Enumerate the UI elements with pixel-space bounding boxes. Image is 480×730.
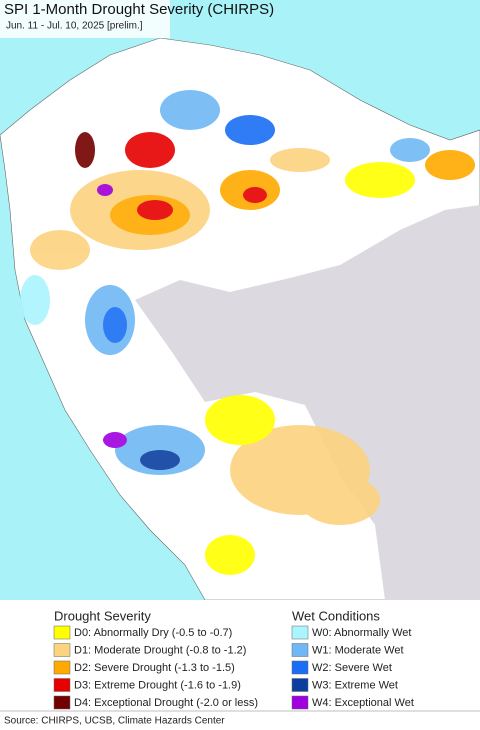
- legend-label: W1: Moderate Wet: [312, 644, 404, 656]
- legend-label: D3: Extreme Drought (-1.6 to -1.9): [74, 679, 241, 691]
- legend-swatch: [291, 625, 309, 640]
- legend-swatch: [53, 695, 71, 710]
- legend-label: W2: Severe Wet: [312, 662, 392, 674]
- drought-patterns: [30, 132, 475, 575]
- title-backdrop: [0, 0, 170, 38]
- legend-swatch: [53, 660, 71, 675]
- legend-title: Wet Conditions: [292, 608, 380, 623]
- title: SPI 1-Month Drought Severity (CHIRPS): [4, 1, 274, 18]
- legend-swatch: [291, 695, 309, 710]
- legend-swatch: [53, 625, 71, 640]
- wet-patterns: [20, 90, 430, 475]
- legend-swatch: [291, 643, 309, 657]
- legend-label: D1: Moderate Drought (-0.8 to -1.2): [74, 644, 246, 656]
- legend-swatch: [291, 678, 309, 692]
- legend-label: W0: Abnormally Wet: [312, 627, 411, 639]
- legend-label: D4: Exceptional Drought (-2.0 or less): [74, 697, 258, 709]
- no-data-area: [135, 205, 480, 600]
- legend-label: W3: Extreme Wet: [312, 679, 398, 691]
- legend-swatch: [53, 678, 71, 692]
- legend-swatch: [53, 643, 71, 657]
- legend-label: D0: Abnormally Dry (-0.5 to -0.7): [74, 627, 232, 639]
- source: Source: CHIRPS, UCSB, Climate Hazards Ce…: [4, 716, 225, 727]
- legend-panel: [0, 600, 480, 730]
- legend-label: W4: Exceptional Wet: [312, 697, 414, 709]
- legend-title: Drought Severity: [54, 608, 151, 623]
- legend-swatch: [291, 660, 309, 675]
- subtitle: Jun. 11 - Jul. 10, 2025 [prelim.]: [6, 21, 143, 32]
- legend-label: D2: Severe Drought (-1.3 to -1.5): [74, 662, 235, 674]
